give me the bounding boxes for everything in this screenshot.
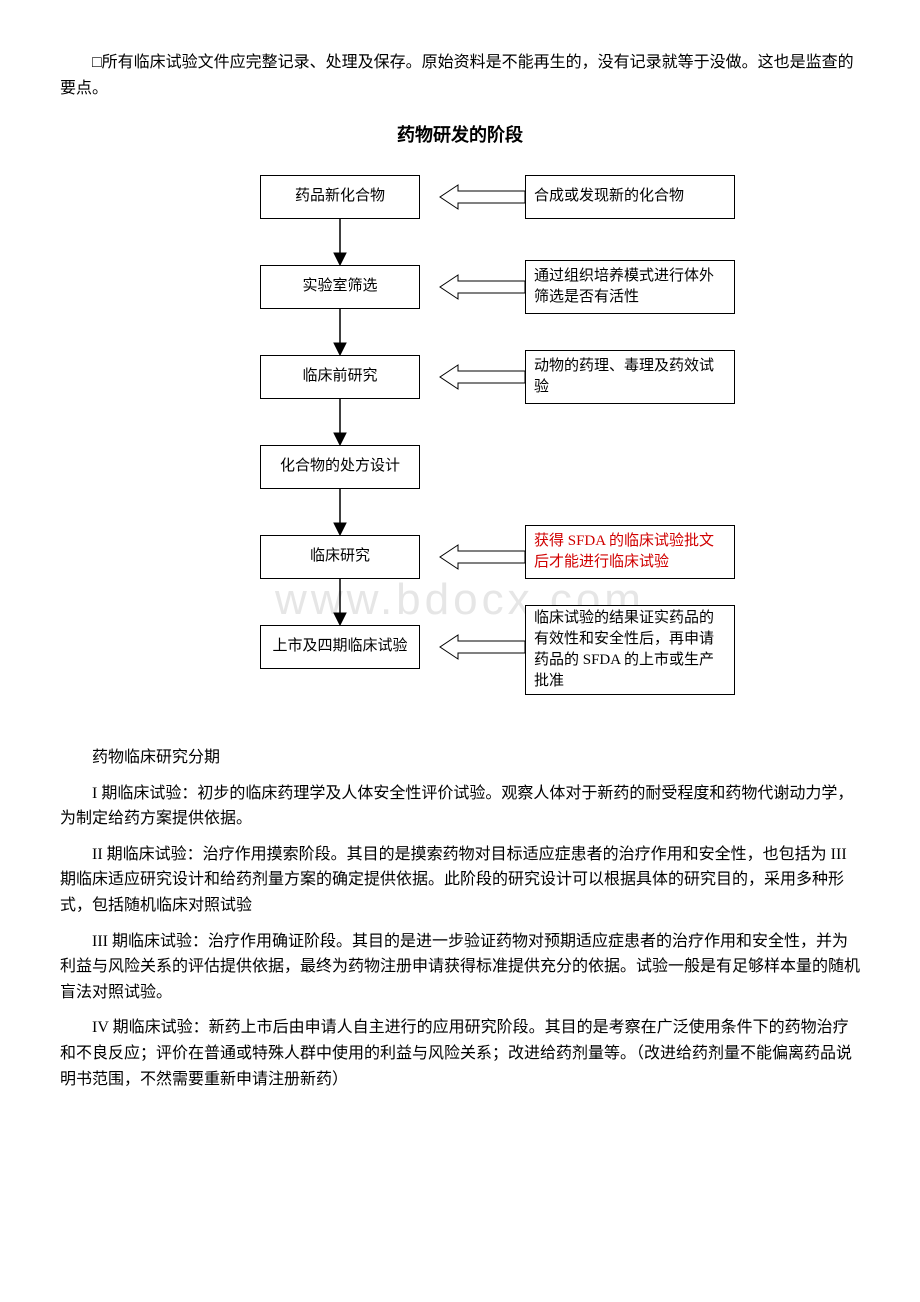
phase-paragraph: IV 期临床试验：新药上市后由申请人自主进行的应用研究阶段。其目的是考察在广泛使… (60, 1015, 860, 1092)
flow-stage-box: 实验室筛选 (260, 265, 420, 309)
intro-paragraph: □所有临床试验文件应完整记录、处理及保存。原始资料是不能再生的，没有记录就等于没… (60, 50, 860, 101)
phase-paragraph: I 期临床试验：初步的临床药理学及人体安全性评价试验。观察人体对于新药的耐受程度… (60, 781, 860, 832)
flow-annotation-box: 合成或发现新的化合物 (525, 175, 735, 219)
flow-annotation-box: 获得 SFDA 的临床试验批文后才能进行临床试验 (525, 525, 735, 579)
diagram-title: 药物研发的阶段 (60, 121, 860, 150)
section-heading: 药物临床研究分期 (60, 745, 860, 771)
flow-annotation-box: 通过组织培养模式进行体外筛选是否有活性 (525, 260, 735, 314)
flow-stage-box: 临床前研究 (260, 355, 420, 399)
flow-annotation-box: 临床试验的结果证实药品的有效性和安全性后，再申请药品的 SFDA 的上市或生产批… (525, 605, 735, 695)
flow-stage-box: 上市及四期临床试验 (260, 625, 420, 669)
phase-paragraph: III 期临床试验：治疗作用确证阶段。其目的是进一步验证药物对预期适应症患者的治… (60, 929, 860, 1006)
flow-stage-box: 药品新化合物 (260, 175, 420, 219)
flow-stage-box: 化合物的处方设计 (260, 445, 420, 489)
flowchart-diagram: www.bdocx.com 药品新化合物实验室筛选临床前研究化合物的处方设计临床… (180, 165, 740, 725)
flow-annotation-box: 动物的药理、毒理及药效试验 (525, 350, 735, 404)
flow-stage-box: 临床研究 (260, 535, 420, 579)
phase-paragraph: II 期临床试验：治疗作用摸索阶段。其目的是摸索药物对目标适应症患者的治疗作用和… (60, 842, 860, 919)
